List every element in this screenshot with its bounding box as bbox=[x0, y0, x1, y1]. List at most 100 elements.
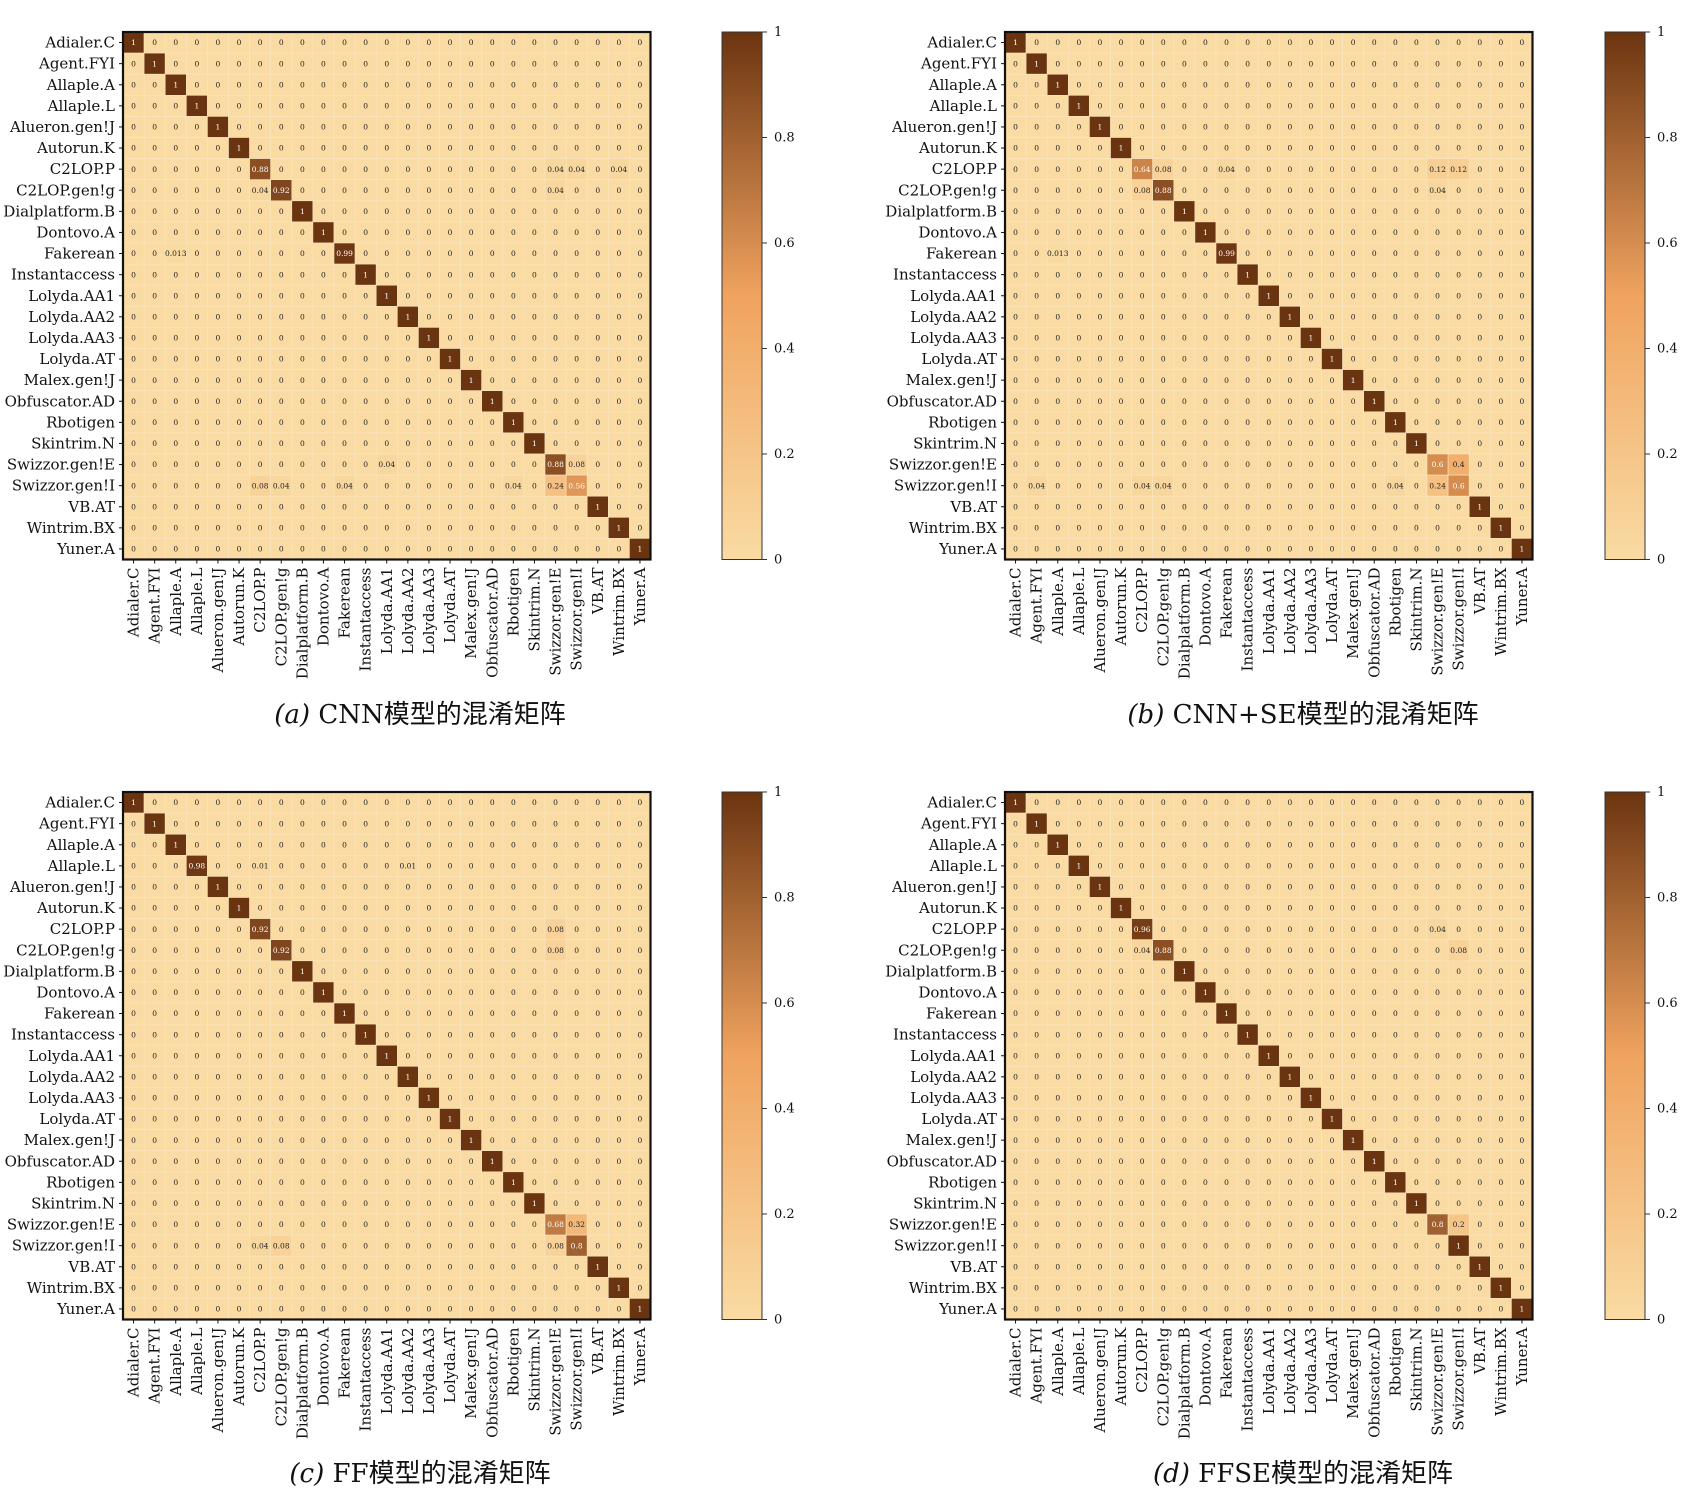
heatmap-cell-label: 0 bbox=[532, 840, 537, 849]
heatmap-cell-label: 1 bbox=[448, 1115, 453, 1124]
heatmap-cell-label: 0 bbox=[1287, 355, 1292, 364]
heatmap-cell-label: 0 bbox=[1076, 165, 1081, 174]
heatmap-cell-label: 0 bbox=[131, 904, 136, 913]
heatmap-cell-label: 1 bbox=[532, 1199, 537, 1208]
heatmap-cell-label: 0 bbox=[1266, 1136, 1271, 1145]
row-tick-label: Instantaccess bbox=[893, 266, 997, 284]
heatmap-cell-label: 0 bbox=[1203, 376, 1208, 385]
heatmap-cell-label: 0 bbox=[1245, 502, 1250, 511]
heatmap-cell-label: 0 bbox=[427, 1220, 432, 1229]
heatmap-cell-label: 0 bbox=[237, 228, 242, 237]
heatmap-cell-label: 0 bbox=[532, 988, 537, 997]
heatmap-cell-label: 0 bbox=[1393, 397, 1398, 406]
heatmap-cell-label: 0 bbox=[1351, 502, 1356, 511]
heatmap-cell-label: 0 bbox=[384, 798, 389, 807]
heatmap-cell-label: 1 bbox=[1013, 38, 1018, 47]
heatmap-cell-label: 0 bbox=[448, 270, 453, 279]
heatmap-cell-label: 0.4 bbox=[1453, 460, 1465, 469]
heatmap-cell-label: 0 bbox=[321, 38, 326, 47]
heatmap-cell-label: 0 bbox=[405, 291, 410, 300]
heatmap-cell-label: 0 bbox=[1330, 1072, 1335, 1081]
row-tick-label: Allaple.A bbox=[46, 836, 115, 854]
heatmap-cell-label: 0 bbox=[1140, 460, 1145, 469]
heatmap-cell-label: 0 bbox=[342, 1115, 347, 1124]
heatmap-cell-label: 0 bbox=[574, 355, 579, 364]
heatmap-cell-label: 0 bbox=[363, 1283, 368, 1292]
heatmap-cell-label: 0 bbox=[638, 101, 643, 110]
heatmap-cell-label: 1 bbox=[300, 207, 305, 216]
heatmap-cell-label: 0 bbox=[237, 270, 242, 279]
heatmap-cell-label: 0 bbox=[469, 1072, 474, 1081]
heatmap-cell-label: 0 bbox=[1161, 355, 1166, 364]
heatmap-cell-label: 0 bbox=[1245, 123, 1250, 132]
heatmap-cell-label: 0 bbox=[1013, 144, 1018, 153]
heatmap-cell-label: 0 bbox=[321, 80, 326, 89]
heatmap-cell-label: 0 bbox=[1372, 523, 1377, 532]
heatmap-cell-label: 0 bbox=[363, 186, 368, 195]
heatmap-cell-label: 0 bbox=[1330, 925, 1335, 934]
heatmap-cell-label: 0 bbox=[1161, 376, 1166, 385]
heatmap-cell-label: 0 bbox=[638, 1220, 643, 1229]
heatmap-cell-label: 0 bbox=[490, 439, 495, 448]
heatmap-cell-label: 0 bbox=[1055, 355, 1060, 364]
heatmap-cell-label: 0.013 bbox=[165, 249, 187, 258]
heatmap-cell-label: 0 bbox=[490, 1094, 495, 1103]
heatmap-cell-label: 0 bbox=[1287, 481, 1292, 490]
heatmap-cell-label: 0 bbox=[1287, 502, 1292, 511]
heatmap-cell-label: 0 bbox=[194, 1305, 199, 1314]
col-tick-label: Malex.gen!J bbox=[462, 568, 480, 659]
heatmap-cell-label: 0 bbox=[1119, 861, 1124, 870]
heatmap-cell-label: 0 bbox=[194, 1136, 199, 1145]
heatmap-cell-label: 0 bbox=[1477, 1051, 1482, 1060]
heatmap-cell-label: 0 bbox=[216, 1241, 221, 1250]
heatmap-cell-label: 0 bbox=[321, 523, 326, 532]
heatmap-cell-label: 0 bbox=[1266, 1072, 1271, 1081]
heatmap-cell-label: 0 bbox=[405, 460, 410, 469]
heatmap-cell-label: 0 bbox=[1140, 883, 1145, 892]
heatmap-cell-label: 0 bbox=[1498, 1178, 1503, 1187]
heatmap-cell-label: 0 bbox=[1055, 1009, 1060, 1018]
heatmap-cell-label: 0 bbox=[1119, 270, 1124, 279]
heatmap-cell-label: 0 bbox=[616, 123, 621, 132]
heatmap-cell-label: 0 bbox=[405, 397, 410, 406]
heatmap-cell-label: 0 bbox=[1245, 925, 1250, 934]
heatmap-cell-label: 0 bbox=[638, 883, 643, 892]
col-tick-label: Instantaccess bbox=[357, 1328, 375, 1432]
heatmap-cell-label: 0 bbox=[279, 228, 284, 237]
heatmap-cell-label: 0 bbox=[1266, 376, 1271, 385]
heatmap-cell-label: 0 bbox=[1076, 186, 1081, 195]
heatmap-cell-label: 0 bbox=[1140, 1094, 1145, 1103]
heatmap-cell-label: 0 bbox=[448, 1283, 453, 1292]
heatmap-cell-label: 0 bbox=[237, 1009, 242, 1018]
heatmap-cell-label: 0 bbox=[1098, 1220, 1103, 1229]
heatmap-cell-label: 0 bbox=[1161, 123, 1166, 132]
heatmap-cell-label: 0 bbox=[1245, 460, 1250, 469]
heatmap-cell-label: 0 bbox=[1456, 186, 1461, 195]
heatmap-cell-label: 0 bbox=[258, 1283, 263, 1292]
heatmap-cell-label: 0 bbox=[321, 1199, 326, 1208]
heatmap-cell-label: 0.88 bbox=[1155, 186, 1172, 195]
heatmap-cell-label: 0 bbox=[1287, 967, 1292, 976]
heatmap-cell-label: 0 bbox=[384, 334, 389, 343]
heatmap-cell-label: 0 bbox=[1266, 397, 1271, 406]
heatmap-cell-label: 0 bbox=[405, 1241, 410, 1250]
heatmap-cell-label: 0 bbox=[1498, 418, 1503, 427]
heatmap-cell-label: 0 bbox=[1076, 80, 1081, 89]
heatmap-cell-label: 0 bbox=[532, 1262, 537, 1271]
heatmap-cell-label: 0 bbox=[553, 904, 558, 913]
heatmap-cell-label: 0 bbox=[1119, 925, 1124, 934]
heatmap-cell-label: 0 bbox=[638, 523, 643, 532]
heatmap-cell-label: 0 bbox=[1098, 1157, 1103, 1166]
heatmap-cell-label: 0 bbox=[1372, 481, 1377, 490]
row-tick-label: Malex.gen!J bbox=[24, 371, 115, 389]
heatmap-cell-label: 0 bbox=[1245, 397, 1250, 406]
heatmap-cell-label: 0 bbox=[1034, 312, 1039, 321]
heatmap-cell-label: 0 bbox=[553, 397, 558, 406]
heatmap-cell-label: 0.04 bbox=[1429, 186, 1446, 195]
heatmap-cell-label: 0 bbox=[1351, 334, 1356, 343]
heatmap-cell-label: 0 bbox=[363, 1094, 368, 1103]
heatmap-cell-label: 0 bbox=[595, 798, 600, 807]
heatmap-cell-label: 0 bbox=[448, 186, 453, 195]
heatmap-cell-label: 0 bbox=[1203, 1009, 1208, 1018]
heatmap-cell-label: 0 bbox=[1456, 249, 1461, 258]
